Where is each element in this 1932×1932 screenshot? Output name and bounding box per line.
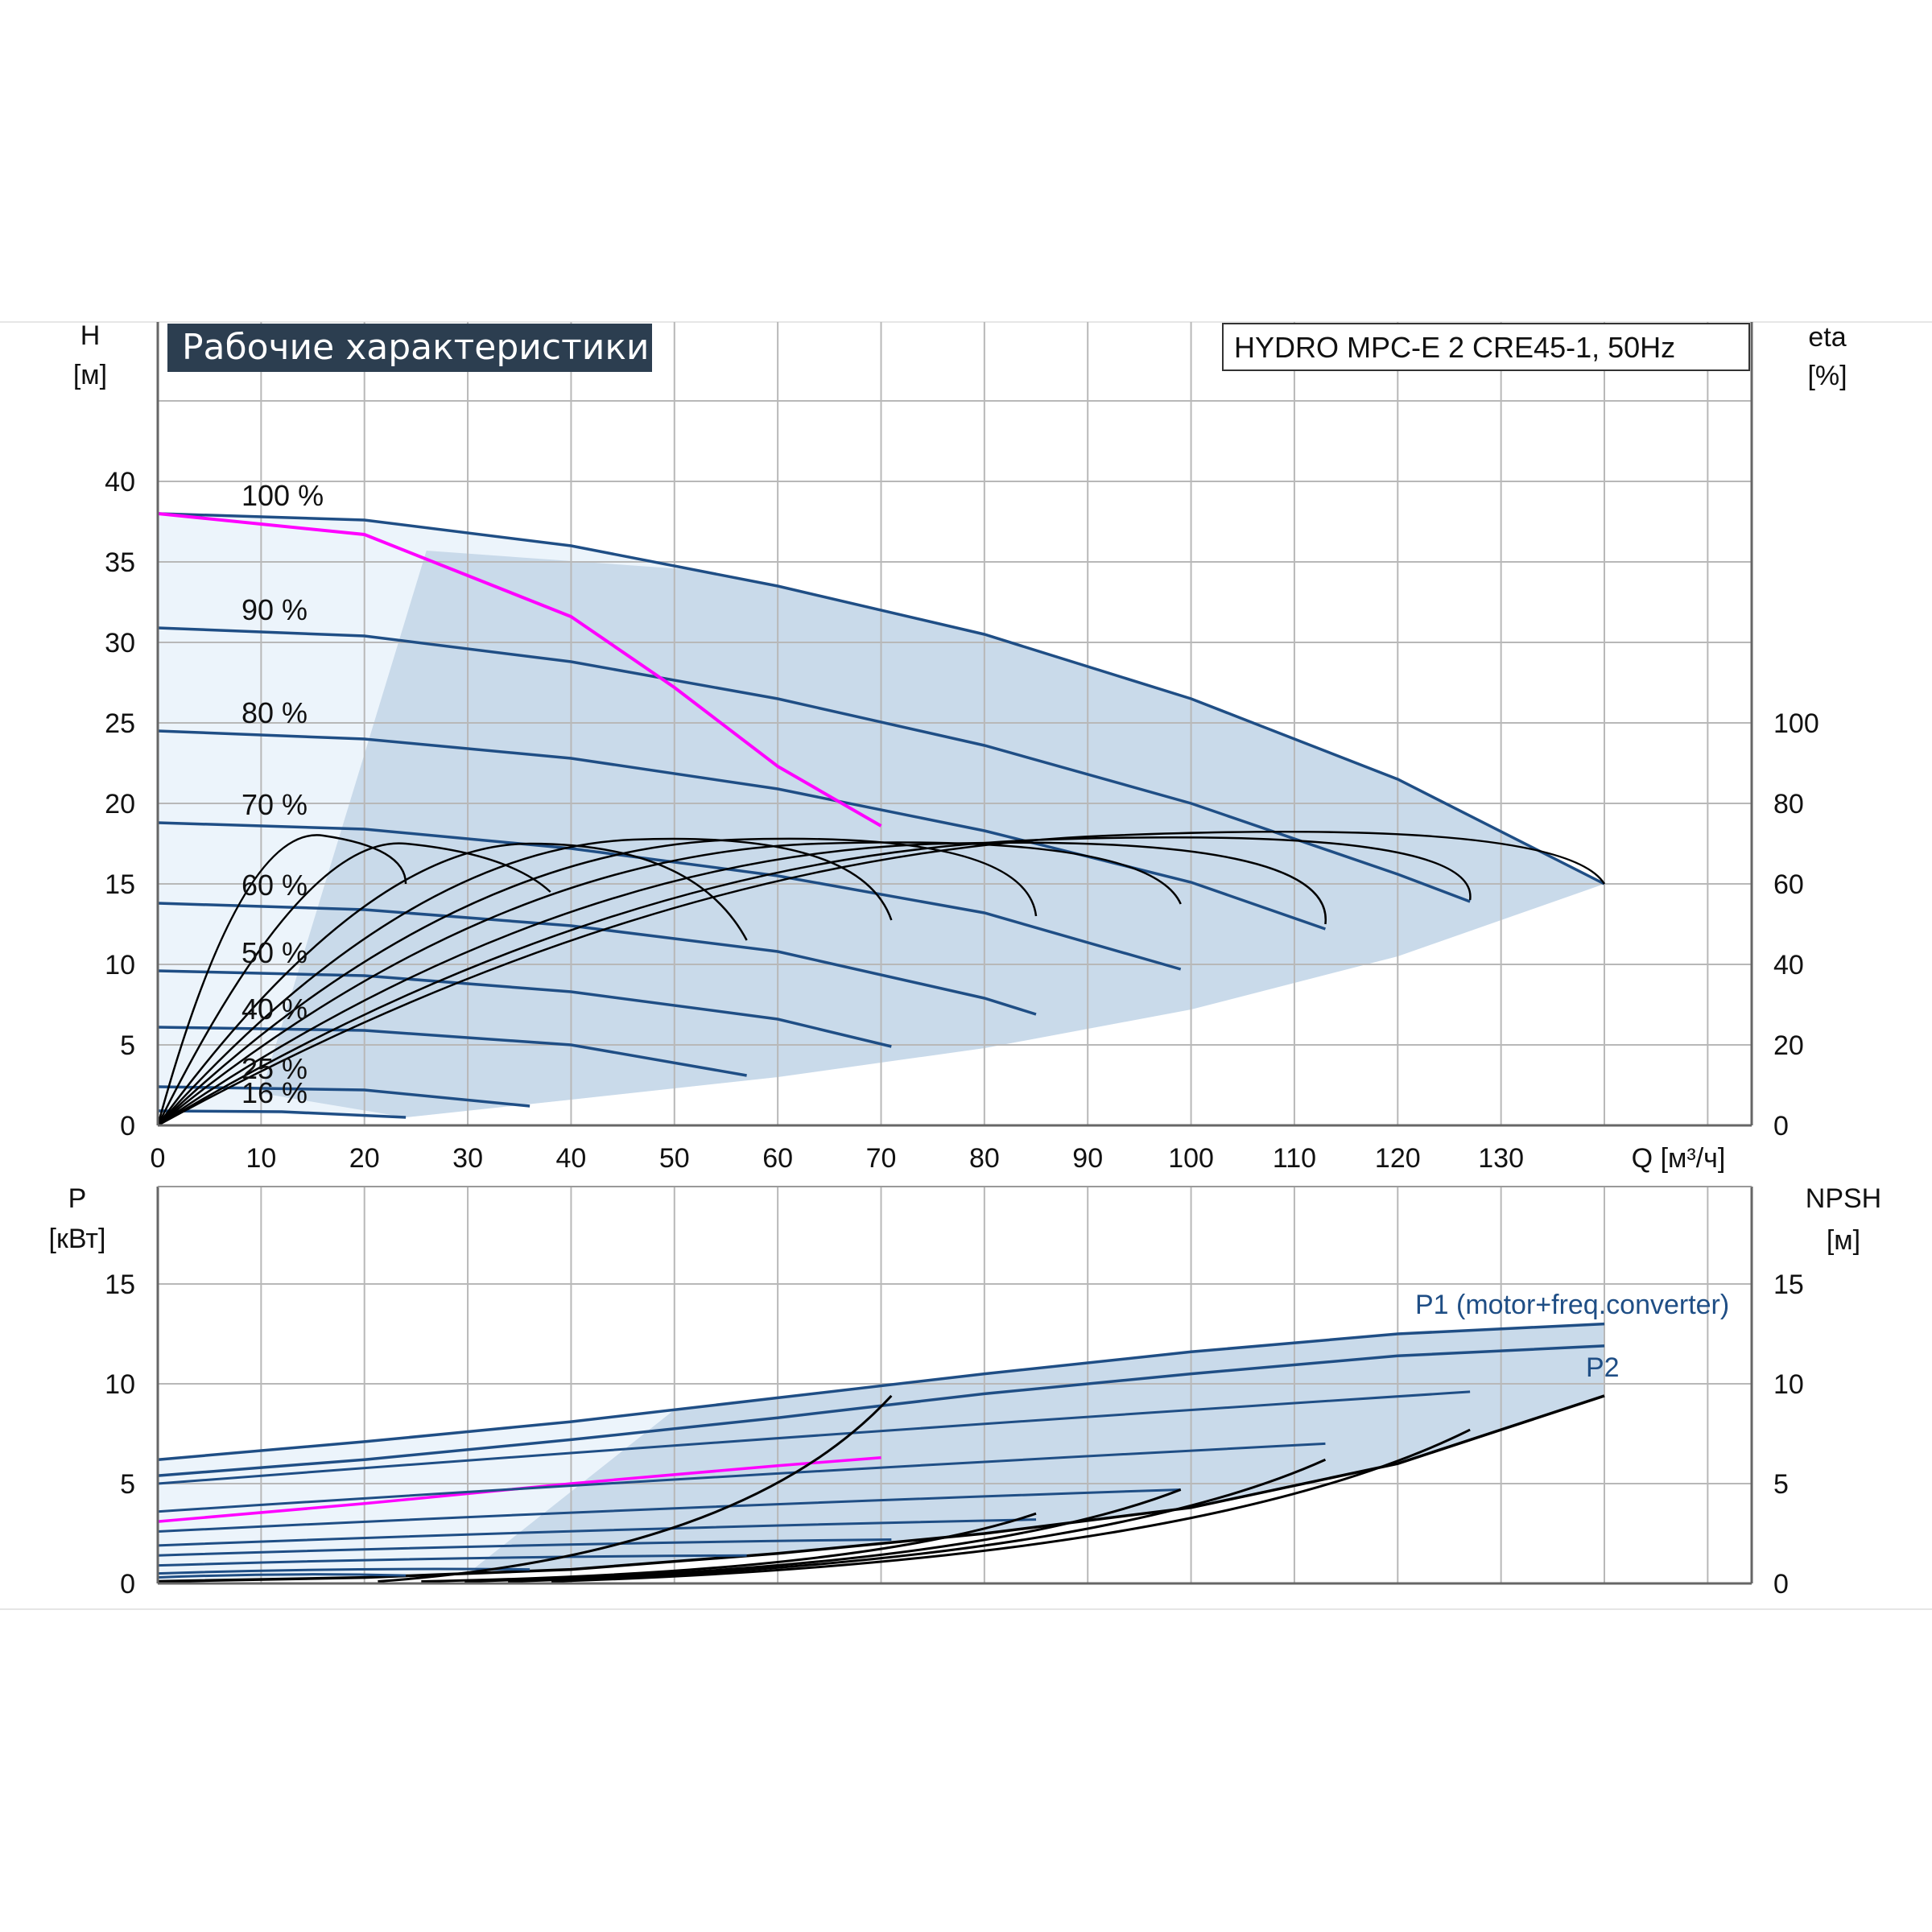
p-tick-label: 15	[105, 1269, 135, 1300]
pump-curve	[157, 969, 892, 1048]
p2-label: P2	[1586, 1352, 1620, 1383]
x-tick-label: 50	[659, 1143, 690, 1174]
x-tick-label: 110	[1273, 1143, 1316, 1174]
power-curve	[157, 1390, 1471, 1485]
x-tick-label: 100	[1168, 1143, 1214, 1174]
npsh-curve	[378, 1394, 893, 1583]
h-tick-label: 10	[105, 950, 135, 980]
system-curve	[157, 512, 882, 828]
npsh-tick-label: 10	[1773, 1369, 1804, 1400]
h-axis-unit: [м]	[73, 360, 107, 390]
pump-curve	[157, 1109, 407, 1119]
npsh-curve	[551, 1428, 1471, 1583]
h-tick-label: 20	[105, 789, 135, 819]
x-tick-label: 10	[246, 1143, 276, 1174]
eta-tick-label: 80	[1773, 789, 1804, 819]
p-tick-label: 5	[120, 1469, 135, 1500]
eta-axis-unit: [%]	[1807, 361, 1847, 391]
x-tick-label: 0	[151, 1143, 166, 1174]
model-label: HYDRO MPC-E 2 CRE45-1, 50Hz	[1234, 331, 1675, 364]
axes: 0 10 20 30 40 50 60 70 80 90 100 110 120 130051015202…	[105, 322, 1819, 1600]
speed-label: 40 %	[242, 993, 308, 1026]
power-region	[468, 1323, 1604, 1574]
h-axis-label: H	[80, 320, 101, 351]
pump-curve	[157, 729, 1326, 931]
power-curve	[157, 1442, 1326, 1513]
speed-label: 90 %	[242, 593, 308, 626]
npsh-tick-label: 5	[1773, 1469, 1789, 1500]
h-tick-label: 30	[105, 628, 135, 658]
speed-label: 25 %	[242, 1052, 308, 1085]
npsh-curve	[508, 1458, 1327, 1583]
h-tick-label: 35	[105, 547, 135, 578]
npsh-curve	[464, 1488, 1182, 1583]
x-tick-label: 40	[556, 1143, 587, 1174]
power-curve	[157, 1488, 1181, 1534]
x-tick-label: 70	[866, 1143, 897, 1174]
x-tick-label: 20	[349, 1143, 380, 1174]
p-axis-unit: [кВт]	[49, 1224, 106, 1254]
efficiency-curve	[157, 830, 1606, 1127]
x-tick-label: 90	[1072, 1143, 1103, 1174]
speed-label: 70 %	[242, 788, 308, 821]
npsh-tick-label: 0	[1773, 1569, 1789, 1600]
speed-label: 80 %	[242, 696, 308, 729]
speed-label: 60 %	[242, 869, 308, 902]
curves	[156, 512, 1606, 1583]
x-tick-label: 80	[969, 1143, 1000, 1174]
p-tick-label: 10	[105, 1369, 135, 1400]
q-axis-label: Q [м³/ч]	[1632, 1143, 1726, 1174]
title-box	[167, 324, 652, 372]
operating-region	[261, 551, 1604, 1117]
h-tick-label: 5	[120, 1030, 135, 1061]
npsh-axis-label: NPSH	[1806, 1183, 1881, 1214]
h-tick-label: 15	[105, 869, 135, 900]
power-curve	[157, 1538, 892, 1557]
efficiency-curve	[157, 841, 1327, 1127]
pump-curve	[157, 512, 1605, 886]
p-axis-label: P	[68, 1183, 87, 1214]
npsh-tick-label: 15	[1773, 1269, 1804, 1300]
p-tick-label: 0	[120, 1569, 135, 1600]
h-tick-label: 25	[105, 708, 135, 739]
speed-label: 100 %	[242, 479, 324, 512]
x-tick-label: 30	[452, 1143, 483, 1174]
eta-tick-label: 20	[1773, 1030, 1804, 1061]
x-tick-label: 130	[1478, 1143, 1524, 1174]
power-curve	[157, 1518, 1037, 1547]
npsh-axis-unit: [м]	[1827, 1225, 1860, 1256]
efficiency-curve	[157, 837, 1038, 1126]
x-tick-label: 120	[1375, 1143, 1421, 1174]
h-tick-label: 40	[105, 467, 135, 497]
pump-curve	[157, 902, 1037, 1016]
power-curve	[157, 1573, 407, 1579]
eta-tick-label: 60	[1773, 869, 1804, 900]
efficiency-curve	[156, 834, 407, 1126]
pump-curve	[157, 821, 1182, 971]
efficiency-curve	[157, 841, 1182, 1126]
pump-curve	[157, 626, 1471, 903]
eta-tick-label: 100	[1773, 708, 1819, 739]
speed-labels: 100 % 90 % 80 % 70 % 60 % 50 % 40 % 25 %16 %	[242, 479, 324, 1109]
p1-curve	[157, 1322, 1605, 1461]
eta-tick-label: 40	[1773, 950, 1804, 980]
efficiency-curve	[157, 836, 1472, 1127]
power-curve	[157, 1554, 747, 1567]
model-box	[1222, 323, 1750, 371]
eta-tick-label: 0	[1773, 1111, 1789, 1141]
x-tick-label: 60	[762, 1143, 793, 1174]
efficiency-curve	[156, 842, 748, 1126]
chart-title: Рабочие характеристики	[182, 327, 650, 368]
speed-label: 50 %	[242, 936, 308, 969]
h-tick-label: 0	[120, 1111, 135, 1141]
speed-label: 16 %	[242, 1076, 308, 1109]
p1-label: P1 (motor+freq.converter)	[1415, 1290, 1729, 1320]
power-curve	[157, 1567, 530, 1575]
eta-axis-label: eta	[1808, 322, 1846, 353]
pump-curve	[157, 1026, 747, 1077]
npsh-curve	[421, 1512, 1037, 1583]
